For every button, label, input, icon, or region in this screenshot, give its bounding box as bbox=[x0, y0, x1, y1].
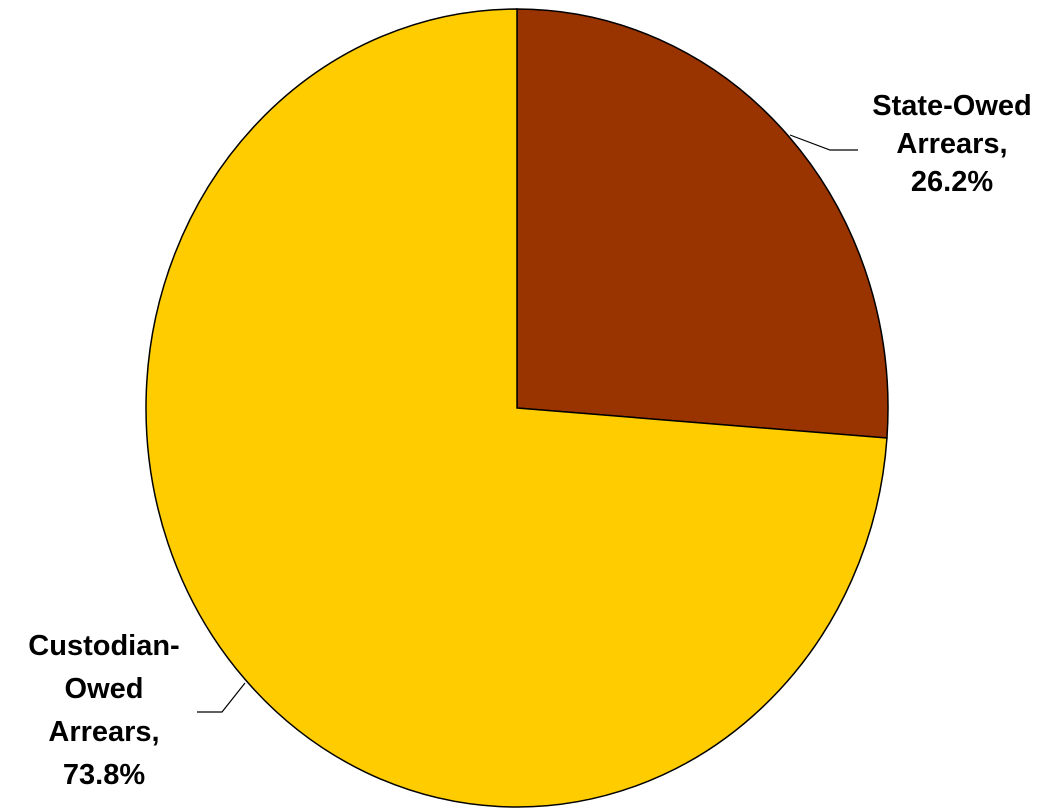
leader-lines-layer bbox=[197, 134, 858, 713]
data-label-line: Owed bbox=[65, 673, 144, 705]
data-label-line: 26.2% bbox=[911, 166, 993, 198]
leader-line-custodian-owed-arrears bbox=[197, 682, 246, 713]
leader-line-state-owed-arrears bbox=[789, 134, 858, 151]
data-label-line: Arrears, bbox=[48, 716, 159, 748]
data-label-state-owed-arrears: State-Owed Arrears, 26.2% bbox=[872, 90, 1032, 198]
data-label-custodian-owed-arrears: Custodian- Owed Arrears, 73.8% bbox=[28, 630, 179, 791]
data-label-line: State-Owed bbox=[872, 90, 1032, 122]
data-label-line: Arrears, bbox=[896, 128, 1007, 160]
data-labels-layer: State-Owed Arrears, 26.2% Custodian- Owed Arr… bbox=[28, 90, 1031, 791]
pie-slice-state-owed-arrears bbox=[516, 8, 889, 439]
slices-layer bbox=[145, 8, 889, 808]
data-label-line: Custodian- bbox=[28, 630, 179, 662]
pie-slice-custodian-owed-arrears bbox=[145, 8, 888, 808]
data-label-line: 73.8% bbox=[63, 759, 145, 791]
